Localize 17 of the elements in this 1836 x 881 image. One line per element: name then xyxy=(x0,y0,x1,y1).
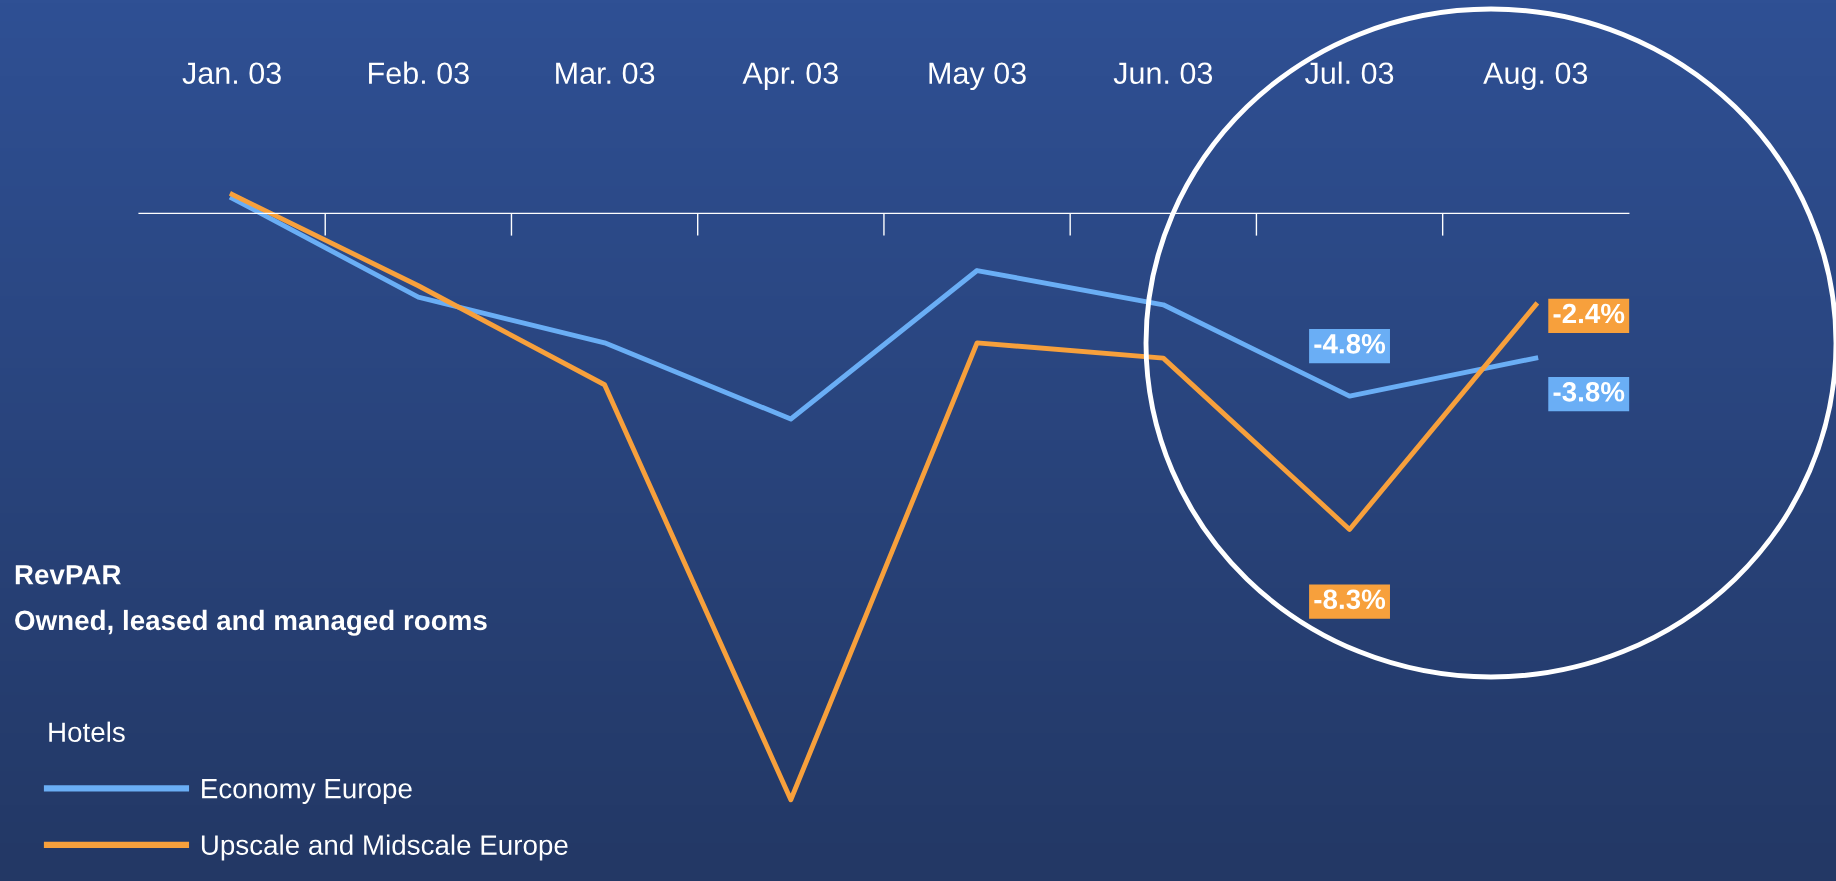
data-label: -8.3% xyxy=(1314,589,1386,610)
x-tick-label: May 03 xyxy=(929,62,1026,91)
x-tick-label: Jul. 03 xyxy=(1305,61,1394,85)
x-tick-label: Jun. 03 xyxy=(1113,62,1213,85)
legend-label: Upscale and Midscale Europe xyxy=(201,834,568,861)
x-tick-label: Feb. 03 xyxy=(369,61,469,85)
x-tick-label: Mar. 03 xyxy=(556,62,655,85)
text: Owned, leased and managed rooms xyxy=(15,609,487,636)
text: RevPAR xyxy=(15,565,121,585)
legend-label: Economy Europe xyxy=(202,779,412,804)
legend-title: Hotels xyxy=(49,721,125,743)
data-label: -4.8% xyxy=(1314,333,1386,354)
x-tick-label: Apr. 03 xyxy=(742,62,838,91)
data-label: -3.8% xyxy=(1553,381,1625,402)
data-label: -2.4% xyxy=(1553,303,1625,324)
x-tick-label: Aug. 03 xyxy=(1483,62,1588,91)
x-tick-label: Jan. 03 xyxy=(182,62,281,85)
